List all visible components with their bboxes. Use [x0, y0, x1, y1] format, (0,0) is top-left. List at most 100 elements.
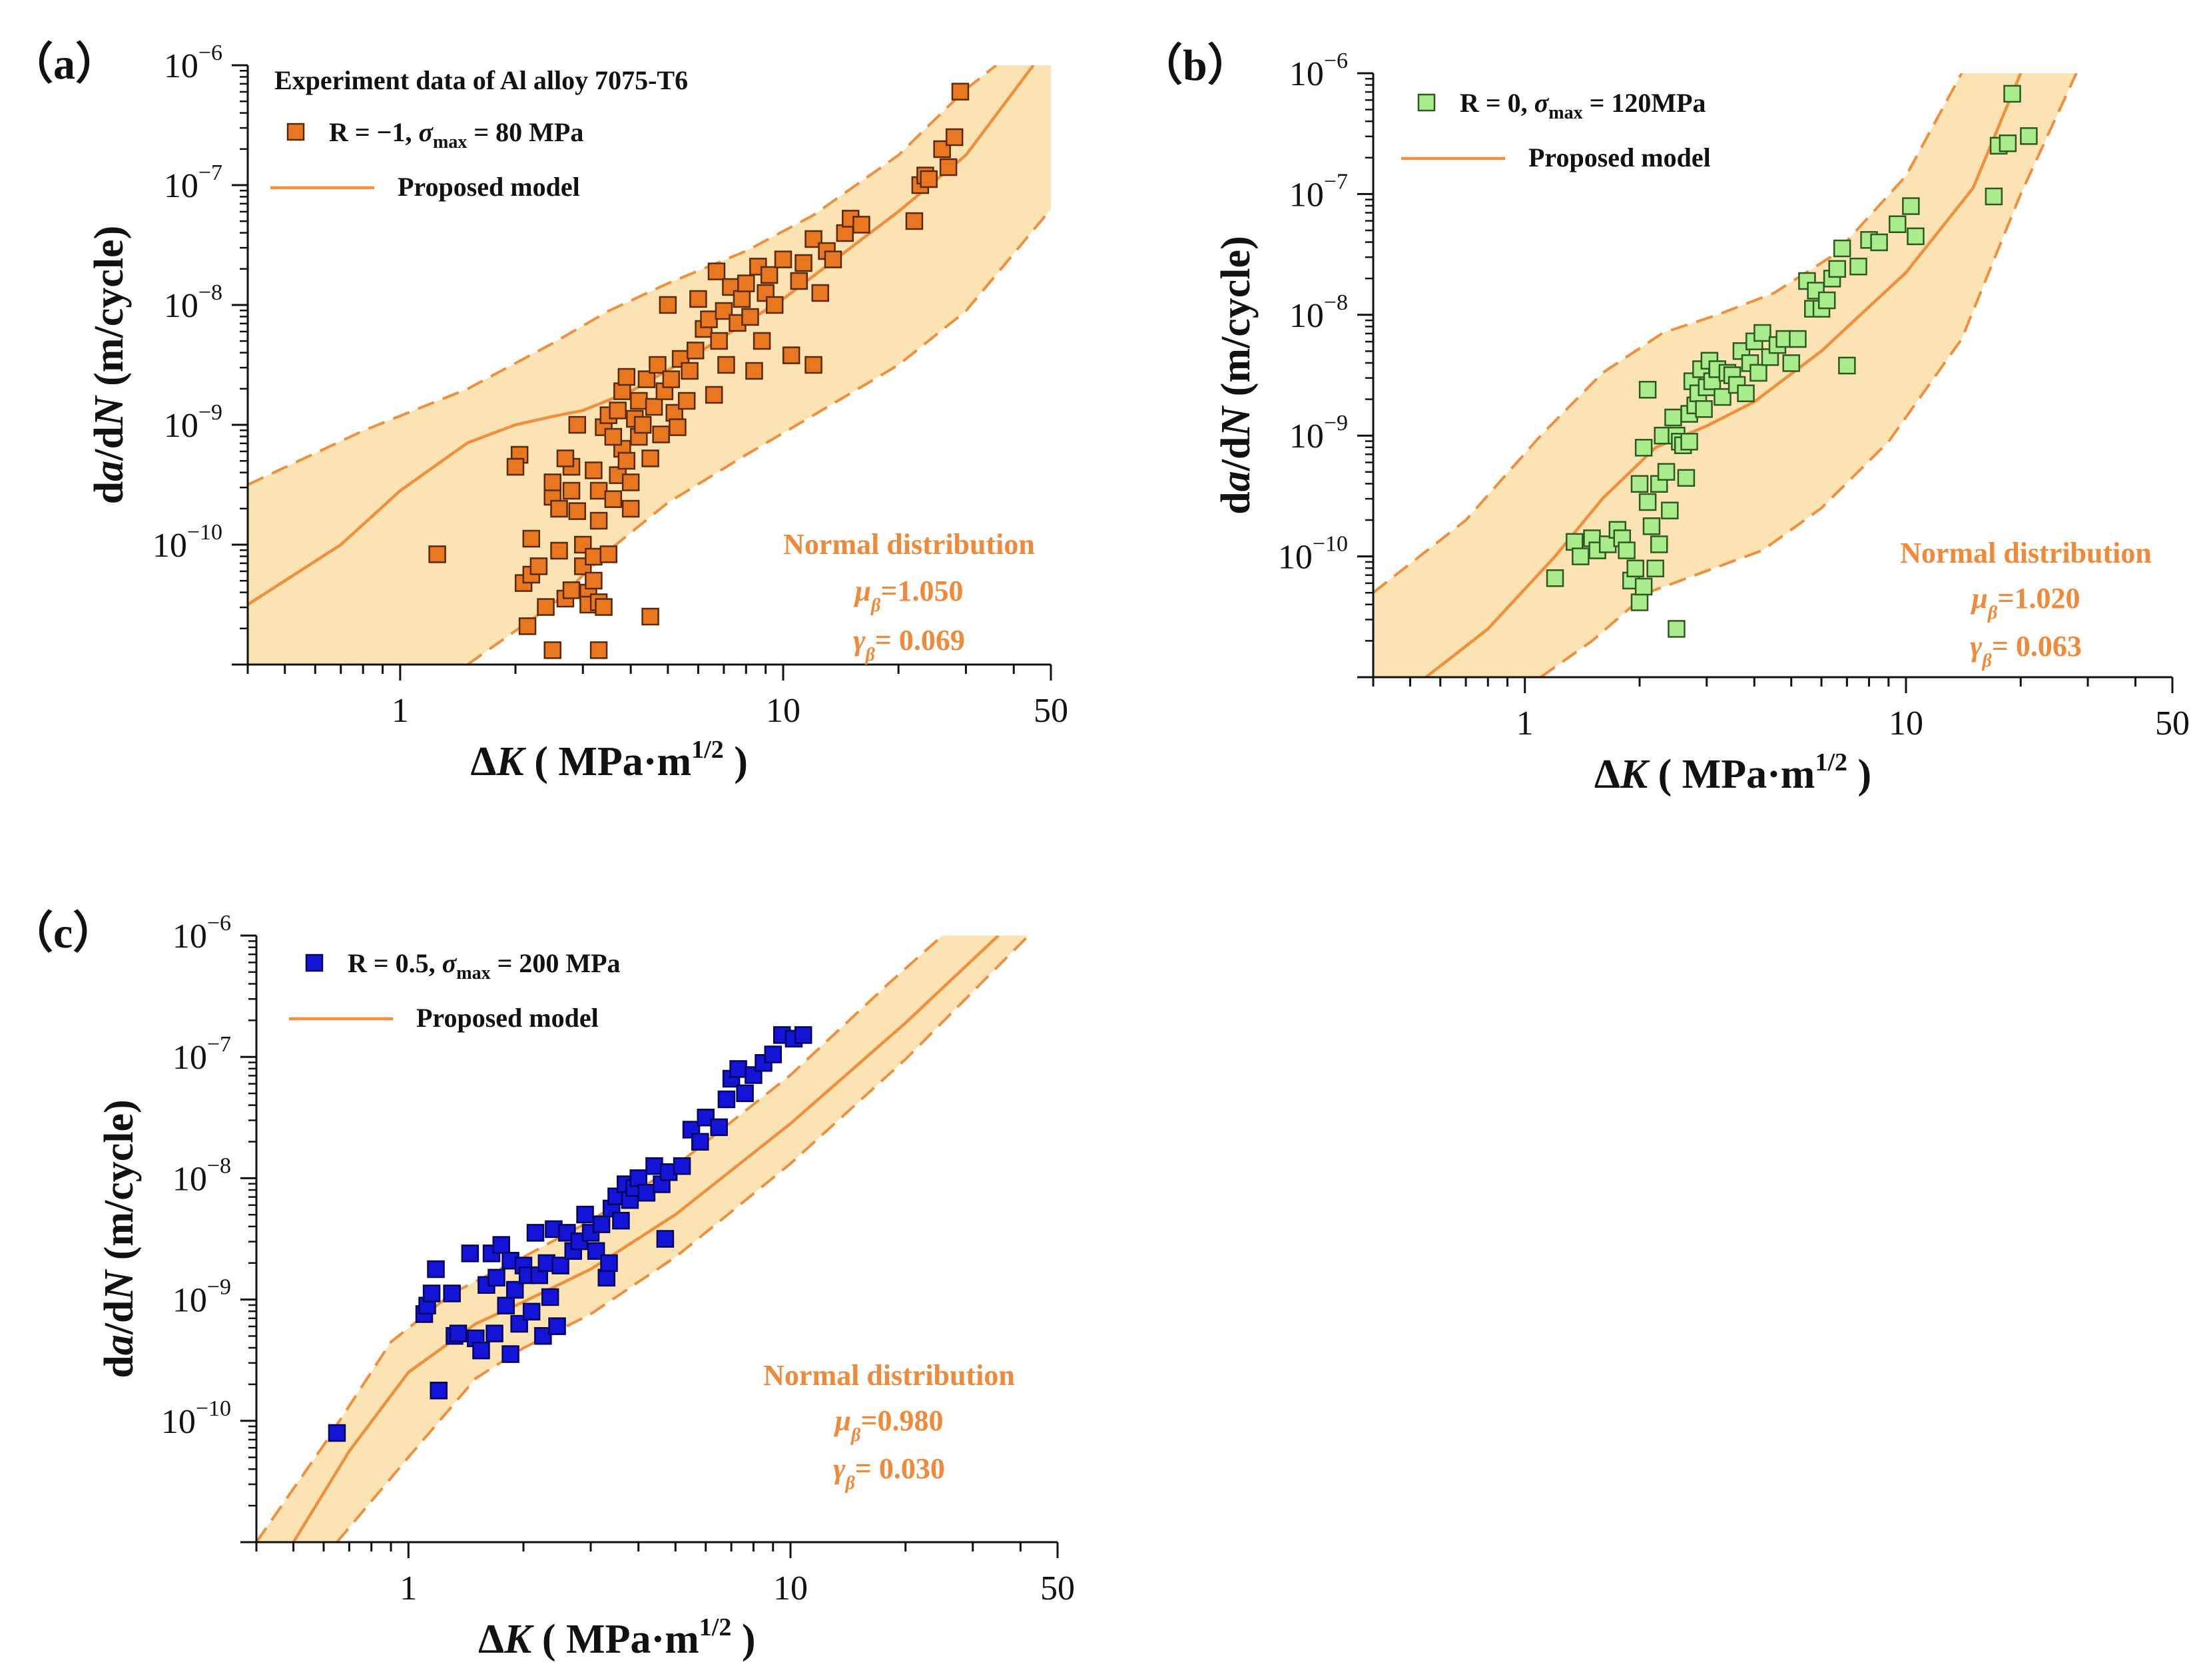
data-point [905, 212, 924, 230]
data-point [737, 274, 755, 292]
legend-marker [305, 954, 324, 972]
x-title-close: ) [724, 739, 748, 784]
y-tick-label: 10−10 [161, 1396, 231, 1441]
data-point [1638, 493, 1657, 511]
data-point [589, 481, 608, 500]
band-lower-line [1540, 73, 2078, 677]
data-point [1838, 356, 1856, 375]
legend-sub: max [1548, 103, 1582, 123]
data-point [589, 641, 608, 659]
band-upper-line [256, 936, 944, 1542]
legend-value: = 80 MPa [467, 117, 583, 147]
x-title-close: ) [731, 1617, 755, 1662]
y-tick-label: 10−10 [153, 520, 222, 565]
mu-label: μβ=0.980 [834, 1404, 944, 1446]
data-point [1902, 197, 1920, 215]
y-tick-exp: −6 [1324, 49, 1348, 73]
data-point [1714, 388, 1732, 406]
data-point [595, 598, 613, 616]
mu-label: μβ=1.020 [1971, 582, 2080, 623]
data-point [945, 128, 964, 146]
y-tick-exp: −10 [1313, 532, 1348, 557]
data-point [427, 1260, 445, 1278]
y-tick-base: 10 [172, 1160, 207, 1198]
y-title-d1: d [97, 1355, 142, 1378]
gamma-sub: β [1981, 651, 1992, 671]
y-tick-label: 10−9 [172, 1275, 231, 1320]
data-point [722, 278, 740, 296]
distribution-heading: Normal distribution [783, 528, 1035, 561]
data-point [1985, 187, 2003, 206]
y-tick-label: 10−8 [1289, 290, 1348, 335]
mu-value: =0.980 [860, 1404, 943, 1437]
x-tick-label: 50 [1034, 692, 1068, 730]
gamma-label: γβ= 0.063 [1970, 630, 2082, 671]
data-point [1634, 577, 1653, 596]
data-point [705, 386, 723, 404]
y-tick-label: 10−7 [1289, 169, 1348, 214]
data-point [597, 1268, 616, 1287]
data-point [765, 296, 784, 314]
data-point [794, 1026, 812, 1044]
panel-label: （c） [9, 908, 117, 958]
x-axis-title: ΔK ( MPa·m1/2 ) [1594, 748, 1871, 797]
y-tick-exp: −9 [198, 400, 222, 425]
data-point [1999, 134, 2017, 152]
band-lower-line [336, 936, 1030, 1542]
y-tick-exp: −7 [1324, 169, 1348, 194]
data-point [487, 1268, 505, 1287]
x-title-k: K [503, 1617, 534, 1662]
data-point [656, 1230, 675, 1248]
data-point [1889, 215, 1907, 233]
legend-value: = 200 MPa [491, 948, 621, 978]
legend-marker [1417, 93, 1436, 112]
y-title-d1: d [1213, 491, 1259, 514]
data-point [1749, 364, 1767, 382]
data-point [543, 473, 561, 491]
x-tick-label: 1 [1516, 704, 1534, 742]
y-tick-exp: −6 [207, 911, 231, 936]
y-tick-base: 10 [172, 1282, 207, 1320]
data-point [673, 1157, 691, 1175]
mu-symbol: μ [834, 1404, 851, 1437]
data-point [1677, 469, 1696, 487]
data-point [522, 529, 541, 548]
y-title-n: N [1213, 406, 1259, 437]
data-point [492, 1236, 510, 1254]
y-title-n: N [97, 1269, 142, 1301]
confidence-band [1373, 73, 2172, 677]
data-point [612, 1211, 630, 1230]
data-point [637, 1184, 656, 1202]
legend-marker [286, 123, 305, 141]
gamma-sub: β [844, 1473, 855, 1494]
data-point [576, 1205, 594, 1224]
y-tick-exp: −9 [1324, 411, 1348, 435]
data-point [774, 250, 792, 268]
mu-sub: β [1987, 603, 1998, 623]
y-tick-exp: −8 [1324, 290, 1348, 315]
data-point [1828, 260, 1846, 278]
legend-sub: max [433, 132, 467, 152]
data-point [717, 356, 735, 374]
data-point [1638, 381, 1657, 399]
y-tick-exp: −9 [207, 1275, 231, 1300]
plot-area [248, 65, 1051, 665]
data-point [665, 404, 683, 422]
data-point [1695, 400, 1713, 418]
y-tick-label: 10−7 [172, 1032, 231, 1077]
data-point [621, 473, 640, 491]
data-point [641, 449, 659, 467]
data-point [790, 272, 808, 290]
data-point [1817, 291, 1836, 310]
data-point [428, 545, 446, 563]
mu-sub: β [870, 595, 881, 616]
y-tick-base: 10 [172, 1039, 207, 1077]
data-point [1753, 324, 1771, 342]
data-point [574, 557, 592, 575]
y-tick-base: 10 [164, 47, 198, 85]
data-point [741, 308, 759, 326]
data-point [1680, 433, 1698, 451]
x-title-close: ) [1847, 752, 1871, 797]
legend-model-label: Proposed model [398, 172, 580, 202]
data-point [617, 368, 636, 386]
